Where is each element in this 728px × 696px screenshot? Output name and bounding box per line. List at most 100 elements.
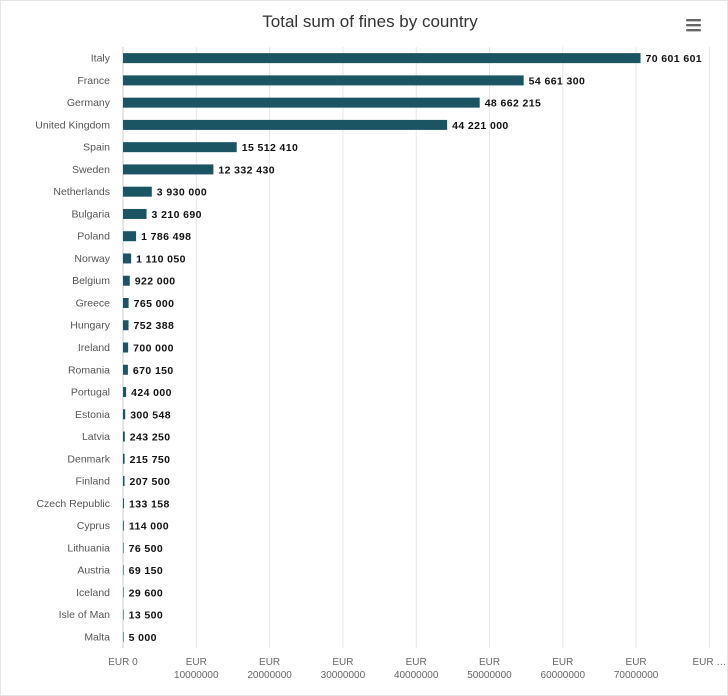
bar <box>123 364 128 375</box>
x-tick-label: 40000000 <box>394 670 439 681</box>
x-tick-label: 20000000 <box>247 670 292 681</box>
data-label: 1 110 050 <box>136 253 186 265</box>
bar <box>123 208 147 219</box>
category-label: Belgium <box>72 275 110 287</box>
x-tick-label: EUR <box>479 657 500 668</box>
data-label: 12 332 430 <box>218 164 275 176</box>
category-label: Hungary <box>70 320 110 332</box>
bar <box>123 320 129 331</box>
category-label: Denmark <box>67 453 110 465</box>
data-label: 29 600 <box>129 587 164 599</box>
data-label: 15 512 410 <box>242 142 299 154</box>
bar <box>123 275 130 286</box>
category-label: Lithuania <box>67 542 110 554</box>
category-label: United Kingdom <box>35 119 110 131</box>
category-label: Norway <box>74 253 110 265</box>
data-label: 207 500 <box>130 476 171 488</box>
x-tick-label: EUR <box>259 657 280 668</box>
category-label: Ireland <box>78 342 110 354</box>
data-label: 44 221 000 <box>452 120 509 132</box>
data-label: 3 930 000 <box>157 187 207 199</box>
x-tick-label: EUR … <box>692 657 726 668</box>
x-tick-label: EUR <box>406 657 427 668</box>
x-tick-label: 50000000 <box>467 670 512 681</box>
category-label: Bulgaria <box>71 208 110 220</box>
data-label: 300 548 <box>130 409 171 421</box>
category-label: Finland <box>76 476 111 488</box>
category-label: France <box>77 75 110 87</box>
bar <box>123 119 448 130</box>
x-tick-label: EUR <box>552 657 573 668</box>
category-label: Iceland <box>76 587 110 599</box>
data-label: 3 210 690 <box>152 209 202 221</box>
x-tick-label: EUR <box>332 657 353 668</box>
bar <box>123 542 124 553</box>
x-tick-label: EUR <box>186 657 207 668</box>
bar <box>123 565 124 576</box>
category-label: Netherlands <box>53 186 110 198</box>
bar <box>123 631 124 642</box>
category-label: Greece <box>76 297 111 309</box>
data-label: 5 000 <box>129 632 157 644</box>
data-label: 69 150 <box>129 565 164 577</box>
bar <box>123 342 129 353</box>
chart-title: Total sum of fines by country <box>262 12 478 31</box>
category-label: Isle of Man <box>59 609 111 621</box>
bar <box>123 53 641 64</box>
bar <box>123 75 524 86</box>
chart-menu-button[interactable] <box>680 12 706 38</box>
bar <box>123 387 127 398</box>
data-label: 765 000 <box>134 298 175 310</box>
hamburger-menu-icon <box>686 19 701 32</box>
data-label: 76 500 <box>129 543 164 555</box>
bar <box>123 587 124 598</box>
data-label: 114 000 <box>129 521 169 533</box>
bar <box>123 609 124 620</box>
category-label: Sweden <box>72 164 110 176</box>
x-tick-label: 30000000 <box>321 670 366 681</box>
bar <box>123 97 480 108</box>
data-label: 424 000 <box>131 387 172 399</box>
data-label: 215 750 <box>130 454 171 466</box>
data-label: 1 786 498 <box>141 231 191 243</box>
x-tick-label: EUR <box>626 657 647 668</box>
data-label: 922 000 <box>135 276 176 288</box>
data-label: 670 150 <box>133 365 174 377</box>
x-tick-label: 10000000 <box>174 670 219 681</box>
data-label: 133 158 <box>129 498 170 510</box>
data-label: 70 601 601 <box>646 53 703 65</box>
bar <box>123 476 125 487</box>
category-label: Cyprus <box>77 520 110 532</box>
data-label: 700 000 <box>133 343 174 355</box>
category-label: Czech Republic <box>36 498 110 510</box>
data-label: 752 388 <box>134 320 175 332</box>
bar <box>123 142 237 153</box>
data-label: 13 500 <box>129 610 164 622</box>
category-label: Italy <box>91 53 111 65</box>
bar <box>123 520 124 531</box>
x-tick-label: 70000000 <box>614 670 659 681</box>
category-label: Spain <box>83 142 110 154</box>
bar <box>123 231 137 242</box>
bar <box>123 186 152 197</box>
category-label: Latvia <box>82 431 110 443</box>
x-tick-label: EUR 0 <box>108 657 138 668</box>
bar <box>123 498 124 509</box>
bar <box>123 253 132 264</box>
category-label: Austria <box>77 565 110 577</box>
category-label: Malta <box>84 631 110 643</box>
data-label: 54 661 300 <box>529 75 586 87</box>
category-label: Romania <box>68 364 110 376</box>
category-label: Portugal <box>71 387 110 399</box>
bar <box>123 453 125 464</box>
data-label: 48 662 215 <box>485 98 542 110</box>
category-label: Germany <box>67 97 111 109</box>
bar <box>123 409 126 420</box>
category-label: Poland <box>77 231 110 243</box>
bar <box>123 297 129 308</box>
bar <box>123 164 214 175</box>
x-tick-label: 60000000 <box>541 670 586 681</box>
data-label: 243 250 <box>130 432 171 444</box>
bar <box>123 431 125 442</box>
